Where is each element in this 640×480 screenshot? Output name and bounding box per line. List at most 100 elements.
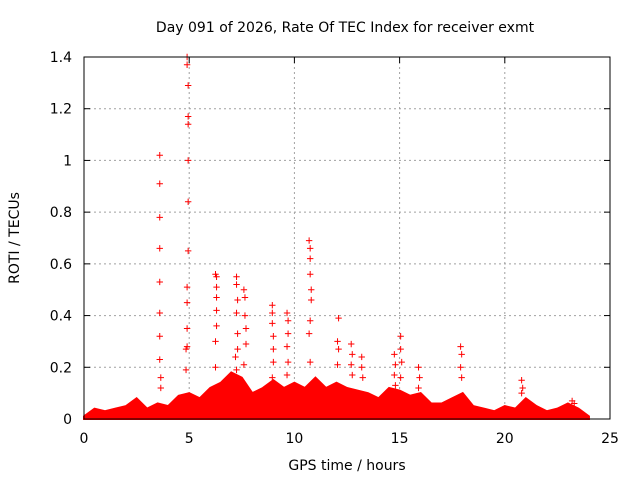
data-point <box>270 358 277 366</box>
data-point <box>518 377 525 384</box>
y-tick-label: 1 <box>63 153 72 169</box>
data-point <box>213 294 220 301</box>
data-point <box>415 364 422 371</box>
data-point <box>156 278 163 286</box>
x-axis-label: GPS time / hours <box>288 458 405 474</box>
data-point <box>391 351 398 358</box>
y-tick-label: 0 <box>63 412 72 428</box>
data-point <box>184 198 192 205</box>
data-point <box>184 157 192 164</box>
data-point <box>306 358 314 366</box>
data-point <box>184 82 192 89</box>
data-point <box>213 273 220 280</box>
data-point <box>305 237 313 244</box>
data-point <box>156 214 163 221</box>
data-point <box>240 361 248 368</box>
data-point <box>241 294 249 301</box>
data-point <box>183 299 191 306</box>
data-point <box>156 245 163 252</box>
data-point <box>157 374 164 381</box>
data-point <box>334 361 341 368</box>
data-point <box>397 345 404 353</box>
data-point <box>335 345 342 353</box>
data-point <box>157 384 164 392</box>
data-point <box>183 283 191 291</box>
data-point <box>270 333 277 340</box>
data-point <box>270 345 277 353</box>
data-point <box>183 61 191 68</box>
y-tick-label: 1.4 <box>50 50 72 66</box>
baseline-band <box>83 371 590 420</box>
y-tick-label: 1.2 <box>50 102 72 118</box>
data-point <box>457 343 464 350</box>
data-point <box>212 364 219 371</box>
data-point <box>358 353 365 361</box>
data-point <box>234 345 241 353</box>
data-point <box>358 364 365 371</box>
data-point <box>240 286 248 293</box>
data-point <box>306 317 314 324</box>
plot-frame <box>83 56 611 420</box>
data-point <box>184 113 192 120</box>
data-point <box>458 351 465 358</box>
data-point <box>213 322 220 330</box>
data-point <box>398 358 405 366</box>
data-point <box>233 366 240 374</box>
data-point <box>415 384 422 392</box>
data-point <box>458 374 465 381</box>
data-point <box>348 340 355 348</box>
data-point <box>335 314 342 322</box>
data-point <box>284 317 292 324</box>
x-tick-label: 15 <box>391 431 409 447</box>
data-point <box>233 273 240 280</box>
data-point <box>156 333 163 340</box>
data-point <box>234 330 241 337</box>
data-point <box>306 245 314 252</box>
data-point <box>284 358 292 366</box>
data-point <box>156 309 163 317</box>
data-point <box>334 338 341 345</box>
data-point <box>283 371 291 379</box>
x-tick-label: 5 <box>185 431 194 447</box>
data-point <box>182 366 190 374</box>
x-tick-label: 10 <box>285 431 303 447</box>
data-point <box>308 296 315 304</box>
data-point <box>392 382 399 389</box>
data-point <box>284 330 292 337</box>
data-point <box>359 374 366 381</box>
chart-title: Day 091 of 2026, Rate Of TEC Index for r… <box>156 20 535 36</box>
data-point <box>392 361 399 368</box>
y-tick-label: 0.2 <box>50 360 72 376</box>
data-point <box>242 325 250 332</box>
data-point <box>182 345 190 353</box>
data-point <box>397 374 404 381</box>
data-point <box>416 374 423 381</box>
data-point <box>269 320 276 327</box>
x-tick-label: 25 <box>601 431 619 447</box>
data-point <box>518 389 525 397</box>
data-point <box>213 283 220 291</box>
baseline-area <box>83 371 590 420</box>
data-point <box>519 384 526 392</box>
data-point <box>184 247 192 255</box>
y-tick-label: 0.8 <box>50 205 72 221</box>
data-point <box>242 340 250 348</box>
data-point <box>212 338 219 345</box>
data-point <box>213 307 220 314</box>
data-points <box>156 53 578 407</box>
data-point <box>305 330 313 337</box>
data-point <box>241 312 249 319</box>
data-point <box>156 180 163 187</box>
grid-lines <box>84 57 610 419</box>
data-point <box>391 371 398 379</box>
x-tick-label: 20 <box>496 431 514 447</box>
data-point <box>184 121 192 128</box>
data-point <box>269 374 276 381</box>
data-point <box>457 364 464 371</box>
data-point <box>269 302 276 309</box>
y-axis-label: ROTI / TECUs <box>7 192 23 284</box>
y-tick-label: 0.6 <box>50 257 72 273</box>
data-point <box>234 296 241 304</box>
data-point <box>156 356 163 363</box>
